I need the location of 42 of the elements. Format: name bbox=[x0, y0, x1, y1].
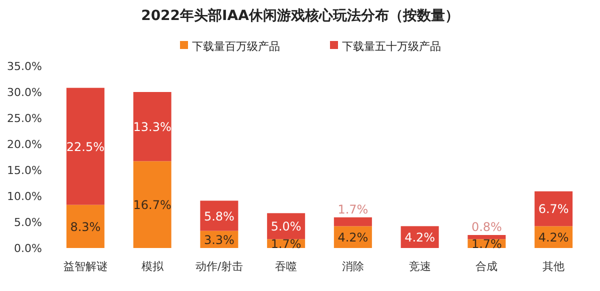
data-label: 4.2% bbox=[538, 230, 569, 245]
bar bbox=[334, 217, 372, 226]
x-tick-label: 合成 bbox=[476, 260, 498, 273]
bar bbox=[534, 191, 573, 226]
legend-label: 下载量五十万级产品 bbox=[342, 40, 441, 53]
y-tick-label: 20.0% bbox=[7, 138, 42, 151]
y-tick-label: 25.0% bbox=[7, 112, 42, 125]
x-tick-label: 模拟 bbox=[141, 260, 164, 273]
data-label: 3.3% bbox=[204, 232, 234, 247]
data-label: 4.2% bbox=[404, 230, 436, 245]
x-tick-label: 益智解谜 bbox=[63, 260, 108, 273]
data-label: 5.8% bbox=[204, 209, 234, 224]
data-label: 4.2% bbox=[338, 230, 368, 245]
data-label: 22.5% bbox=[66, 140, 104, 154]
legend-label: 下载量百万级产品 bbox=[192, 40, 280, 53]
x-tick-label: 动作/射击 bbox=[195, 260, 244, 273]
data-label: 1.7% bbox=[270, 237, 302, 252]
x-tick-label: 其他 bbox=[542, 260, 565, 273]
bar bbox=[133, 161, 172, 248]
data-label: 5.0% bbox=[270, 220, 302, 234]
y-tick-label: 0.0% bbox=[14, 242, 42, 255]
y-tick-label: 35.0% bbox=[7, 60, 42, 73]
data-label: 16.7% bbox=[133, 198, 172, 212]
y-tick-label: 30.0% bbox=[7, 86, 42, 99]
bar bbox=[66, 88, 104, 205]
y-tick-label: 10.0% bbox=[7, 190, 42, 203]
bar bbox=[468, 235, 506, 240]
x-tick-label: 消除 bbox=[342, 260, 364, 273]
data-label: 13.3% bbox=[133, 120, 172, 134]
x-tick-label: 吞噬 bbox=[275, 260, 298, 273]
bar bbox=[200, 200, 238, 231]
y-tick-label: 15.0% bbox=[7, 164, 42, 177]
data-label: 1.7% bbox=[338, 202, 368, 216]
y-tick-label: 5.0% bbox=[14, 216, 42, 229]
data-label: 8.3% bbox=[70, 220, 101, 234]
chart-title: 2022年头部IAA休闲游戏核心玩法分布（按数量） bbox=[141, 7, 459, 24]
data-label: 0.8% bbox=[471, 220, 502, 234]
data-label: 6.7% bbox=[538, 202, 569, 216]
bar bbox=[133, 92, 172, 162]
data-label: 1.7% bbox=[471, 237, 502, 252]
x-tick-label: 竞速 bbox=[408, 260, 431, 273]
bar bbox=[66, 204, 104, 248]
